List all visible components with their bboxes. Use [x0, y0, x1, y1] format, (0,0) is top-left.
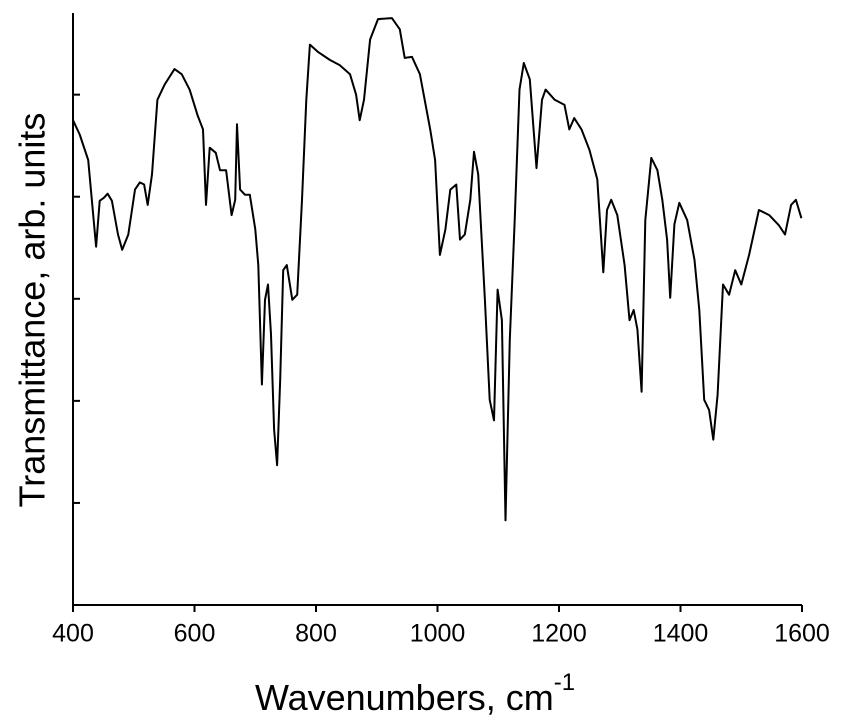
- x-axis-label: Wavenumbers, cm-1: [255, 669, 575, 717]
- x-axis-label-text: Wavenumbers, cm: [255, 677, 554, 718]
- y-axis-label: Transmittance, arb. units: [12, 113, 53, 508]
- x-tick-label: 400: [52, 620, 94, 648]
- x-tick-label: 1600: [774, 620, 830, 648]
- x-tick-label: 800: [295, 620, 337, 648]
- x-tick-label: 1000: [410, 620, 466, 648]
- x-tick-label: 1400: [653, 620, 709, 648]
- spectrum-line: [72, 17, 803, 522]
- x-tick-label: 600: [174, 620, 216, 648]
- x-tick-label: 1200: [531, 620, 587, 648]
- x-axis-label-superscript: -1: [554, 669, 575, 696]
